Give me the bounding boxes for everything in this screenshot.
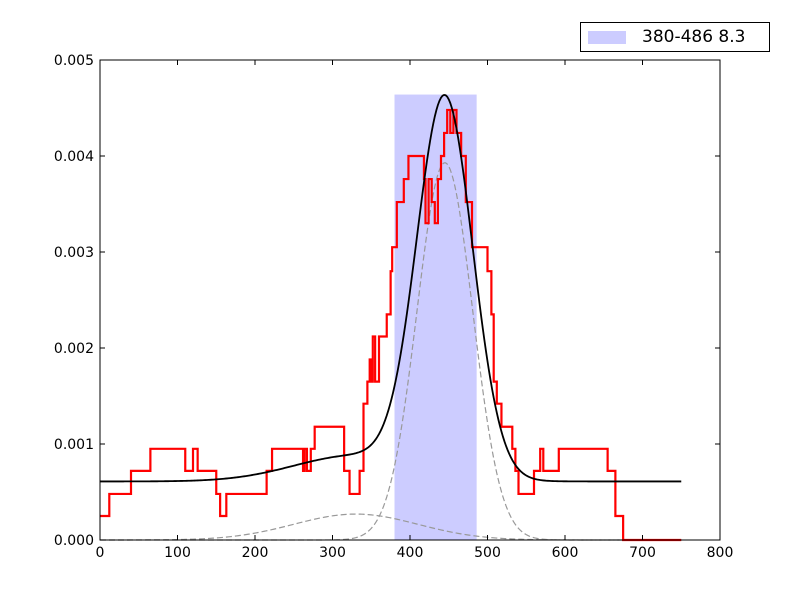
x-tick-label: 800 (707, 545, 734, 561)
y-tick-label: 0.005 (54, 53, 94, 69)
x-tick-label: 0 (96, 545, 105, 561)
components-layer (100, 162, 682, 541)
y-tick-label: 0.003 (54, 245, 94, 261)
y-tick-label: 0.001 (54, 437, 94, 453)
x-tick-label: 500 (474, 545, 501, 561)
broad-component-curve (100, 513, 682, 541)
legend-label: 380-486 8.3 (642, 27, 746, 47)
x-tick-labels: 0 100 200 300 400 500 600 700 800 (96, 545, 734, 561)
fit-curve (100, 93, 682, 483)
legend: 380-486 8.3 (580, 22, 770, 52)
x-tick-label: 400 (397, 545, 424, 561)
x-tick-label: 700 (629, 545, 656, 561)
x-tick-label: 600 (552, 545, 579, 561)
x-tick-label: 300 (319, 545, 346, 561)
x-tick-label: 100 (164, 545, 191, 561)
histogram-line (100, 108, 682, 542)
y-tick-label: 0.002 (54, 341, 94, 357)
legend-swatch (588, 30, 626, 44)
fit-layer (100, 93, 682, 483)
y-tick-label: 0.000 (54, 533, 94, 549)
y-tick-label: 0.004 (54, 149, 94, 165)
x-tick-label: 200 (242, 545, 269, 561)
y-tick-labels: 0.000 0.001 0.002 0.003 0.004 0.005 (54, 53, 94, 549)
histogram-layer (100, 108, 682, 542)
ticks-layer (99, 59, 721, 541)
peak-component-curve (100, 162, 682, 541)
